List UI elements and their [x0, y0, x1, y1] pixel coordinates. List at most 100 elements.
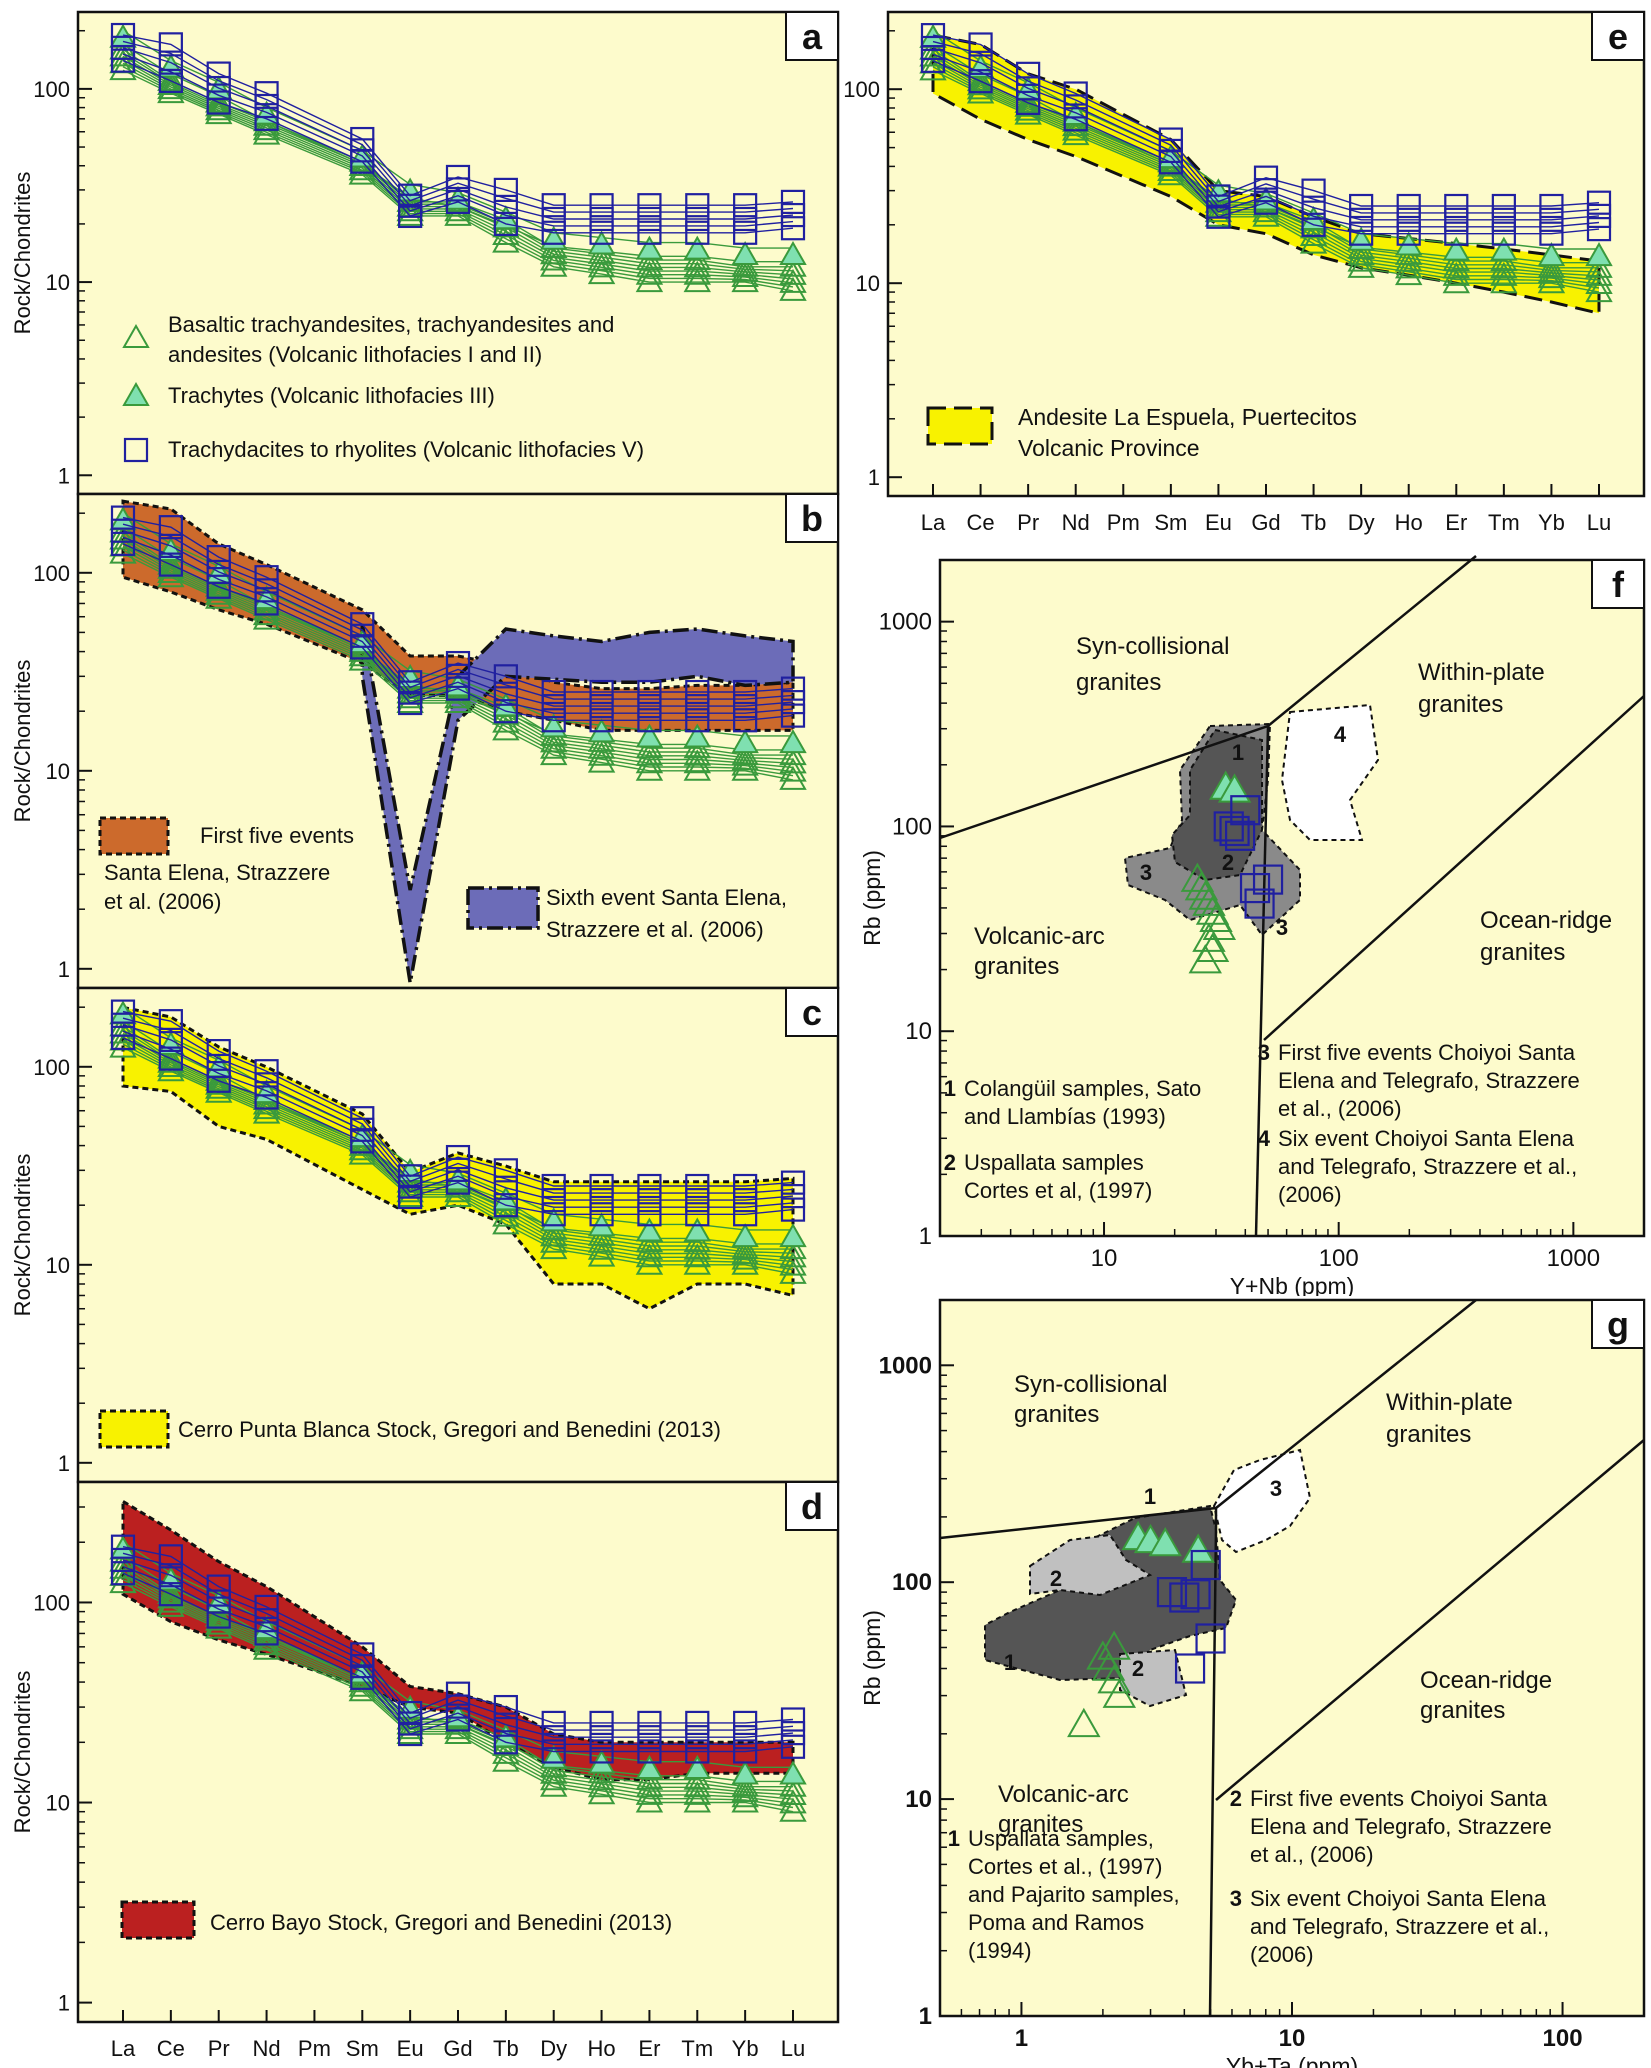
boundary-line — [1254, 725, 1270, 1237]
open-square-marker — [1396, 193, 1421, 219]
open-square-marker — [158, 533, 183, 558]
open-square-marker — [541, 1739, 566, 1764]
note-number: 4 — [1258, 1126, 1271, 1151]
open-triangle-marker — [731, 1777, 759, 1802]
region-number: 3 — [1270, 1476, 1282, 1501]
open-square-marker — [1169, 1582, 1200, 1613]
open-triangle-marker — [1097, 1630, 1131, 1660]
panel-c: 1 10 100 Rock/Chondrites c Cerro Punta Blanca… — [10, 986, 840, 1484]
panel-letter: c — [802, 992, 822, 1033]
legend-label: Trachydacites to rhyolites (Volcanic lit… — [168, 437, 644, 462]
open-square-marker — [1444, 207, 1469, 232]
open-square-marker — [1016, 61, 1041, 86]
open-triangle-marker — [1061, 116, 1090, 141]
x-tick-label: Pr — [1017, 510, 1039, 535]
open-square-marker — [733, 193, 758, 218]
open-triangle-marker — [731, 1240, 759, 1265]
open-square-marker — [110, 1561, 136, 1586]
y-tick-label: 10 — [905, 1018, 932, 1045]
open-square-marker — [445, 663, 471, 688]
open-triangle-marker — [587, 1242, 616, 1267]
open-square-marker — [123, 437, 149, 463]
open-triangle-marker — [731, 741, 759, 766]
open-square-marker — [1539, 193, 1564, 219]
open-square-marker — [493, 1730, 518, 1755]
open-square-marker — [206, 1068, 231, 1093]
x-tick-label: Eu — [397, 2036, 424, 2061]
open-square-marker — [541, 1710, 566, 1736]
open-square-marker — [158, 552, 183, 577]
panel-letter-box — [785, 1481, 839, 1531]
open-triangle-marker — [731, 262, 759, 287]
open-square-marker — [350, 149, 375, 174]
open-square-marker — [445, 177, 471, 202]
open-triangle-marker — [635, 260, 664, 285]
x-tick-label: 10 — [1091, 1245, 1118, 1272]
legend-swatch-punta-blanca — [98, 1409, 170, 1449]
open-triangle-marker — [1537, 258, 1566, 283]
filled-triangle-marker — [635, 1217, 664, 1242]
open-square-marker — [206, 75, 231, 101]
open-triangle-marker — [1184, 871, 1219, 901]
x-tick-label: Nd — [253, 2036, 281, 2061]
panel-letter-box — [1591, 1299, 1645, 1349]
x-tick-label: Tm — [681, 2036, 713, 2061]
open-triangle-marker — [1199, 902, 1233, 933]
open-square-marker — [158, 50, 183, 75]
open-triangle-marker — [779, 1772, 807, 1797]
open-square-marker — [541, 679, 566, 705]
x-tick-label: La — [111, 2036, 136, 2061]
sample-line — [122, 40, 794, 213]
open-triangle-marker — [539, 252, 568, 277]
open-triangle-marker — [635, 1235, 664, 1260]
x-tick-label: Gd — [443, 2036, 472, 2061]
note-text: First five events Choiyoi Santa — [1278, 1040, 1576, 1065]
open-triangle-marker — [635, 756, 664, 781]
open-square-marker — [1180, 1579, 1211, 1610]
y-tick-label: 1 — [58, 463, 70, 488]
y-axis-label: Rock/Chondrites — [10, 660, 35, 823]
legend-label: Strazzere et al. (2006) — [546, 917, 764, 942]
open-triangle-marker — [1537, 264, 1566, 289]
sample-line — [122, 1552, 794, 1731]
open-triangle-marker — [779, 1259, 807, 1284]
open-triangle-marker — [919, 56, 947, 81]
panel-letter: f — [1612, 564, 1625, 605]
open-square-marker — [589, 1725, 614, 1750]
legend-label: andesites (Volcanic lithofacies I and II… — [168, 342, 542, 367]
x-tick-label: Yb — [732, 2036, 759, 2061]
open-square-marker — [445, 164, 471, 190]
open-square-marker — [968, 50, 993, 75]
x-tick-label: 100 — [1543, 2025, 1583, 2052]
filled-triangle-marker — [1442, 236, 1471, 261]
open-square-marker — [589, 679, 614, 705]
field-label: granites — [1420, 1697, 1505, 1724]
open-square-marker — [254, 1594, 279, 1620]
region-number: 2 — [1132, 1656, 1144, 1681]
note-number: 2 — [1230, 1786, 1242, 1811]
open-triangle-marker — [1347, 253, 1375, 278]
open-triangle-marker — [492, 716, 520, 741]
open-square-marker — [206, 1574, 231, 1599]
open-triangle-marker — [252, 1635, 281, 1660]
y-tick-label: 10 — [856, 271, 880, 296]
open-triangle-marker — [109, 1033, 137, 1058]
open-triangle-marker — [779, 741, 807, 766]
filled-triangle-marker — [731, 1223, 759, 1248]
field-label: granites — [998, 1811, 1083, 1838]
sample-line — [122, 30, 793, 249]
sample-line — [932, 40, 1600, 214]
open-triangle-marker — [1252, 198, 1280, 223]
open-triangle-marker — [635, 1773, 664, 1798]
open-square-marker — [733, 1725, 758, 1750]
open-square-marker — [206, 545, 231, 570]
open-triangle-marker — [539, 1772, 568, 1797]
open-triangle-marker — [1091, 1651, 1126, 1681]
open-square-marker — [1349, 221, 1374, 246]
boundary-line — [1215, 1439, 1645, 1801]
open-square-marker — [110, 48, 136, 73]
note-text: First five events Choiyoi Santa — [1250, 1786, 1548, 1811]
note-text: Uspallata samples — [964, 1150, 1144, 1175]
open-triangle-marker — [635, 268, 664, 293]
open-square-marker — [637, 193, 662, 218]
